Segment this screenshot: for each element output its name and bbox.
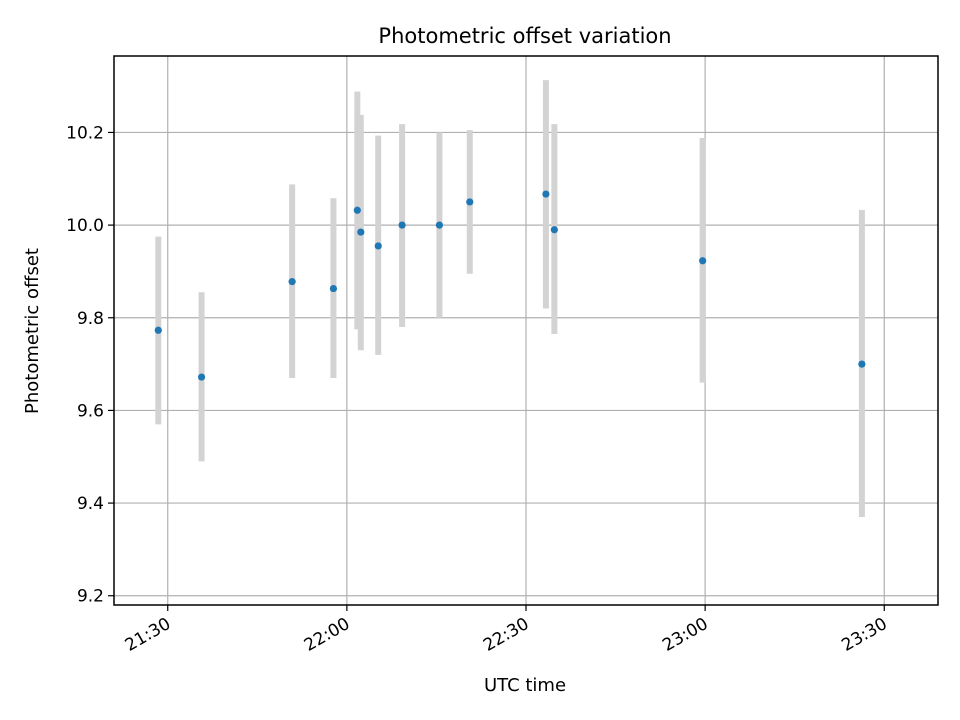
data-point	[374, 242, 382, 250]
data-point	[398, 221, 406, 229]
x-tick-label: 23:00	[659, 614, 711, 656]
x-tick-label: 21:30	[122, 614, 174, 656]
y-tick-label: 9.6	[77, 401, 104, 421]
data-point	[353, 206, 361, 214]
y-tick-label: 9.4	[77, 494, 104, 514]
data-point	[542, 190, 550, 198]
y-axis-label: Photometric offset	[22, 248, 43, 414]
x-tick-label: 23:30	[838, 614, 890, 656]
data-point	[858, 360, 866, 368]
data-point	[435, 221, 444, 229]
chart-title: Photometric offset variation	[378, 24, 671, 48]
data-point	[154, 326, 162, 334]
x-axis-label: UTC time	[484, 675, 566, 696]
data-point	[329, 284, 338, 293]
x-tick-label: 22:30	[480, 614, 532, 656]
data-points	[154, 190, 866, 381]
data-point	[357, 228, 365, 236]
x-tick-label: 22:00	[301, 614, 353, 656]
y-tick-label: 10.2	[66, 123, 104, 143]
y-axis-ticks: 9.2 9.4 9.6 9.8 10.0 10.2	[66, 123, 114, 607]
data-point	[288, 278, 296, 286]
data-point	[466, 198, 474, 206]
data-point	[197, 373, 206, 381]
y-tick-label: 9.8	[77, 309, 104, 329]
y-tick-label: 10.0	[66, 216, 104, 236]
data-point	[550, 226, 558, 234]
y-tick-label: 9.2	[77, 587, 104, 607]
data-point	[699, 257, 707, 265]
x-axis-ticks: 21:30 22:00 22:30 23:00 23:30	[122, 605, 891, 656]
grid-lines	[114, 56, 938, 605]
